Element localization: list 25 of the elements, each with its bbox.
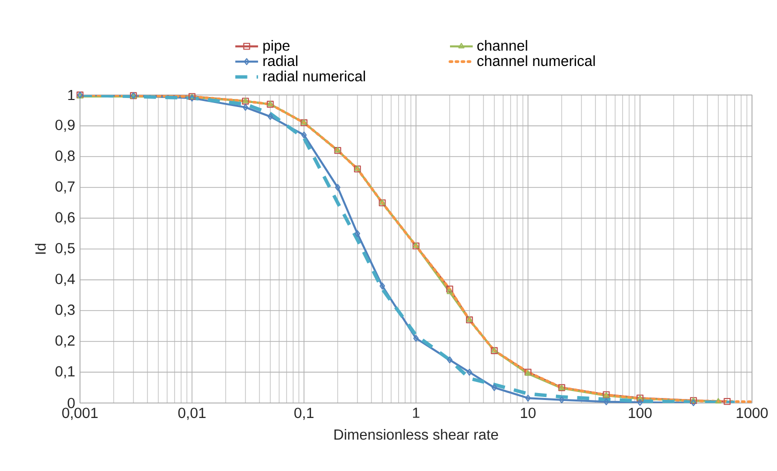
y-tick-label: 0,3 (55, 304, 75, 317)
y-tick-label: 0 (68, 398, 75, 408)
x-tick-label: 1000 (736, 408, 768, 418)
legend-label: pipe (263, 40, 290, 54)
y-tick-label: 0,2 (55, 335, 75, 348)
legend-label: channel numerical (477, 55, 595, 66)
x-tick-label: 1 (413, 408, 420, 418)
legend-label: radial numerical (263, 70, 365, 82)
y-tick-label: 0,8 (55, 150, 75, 163)
x-tick-label: 10 (520, 408, 536, 418)
x-tick-label: 100 (628, 408, 652, 418)
y-tick-label: 0,9 (55, 120, 75, 132)
y-axis-title: Id (34, 244, 46, 254)
x-tick-label: 0,01 (178, 408, 206, 420)
y-tick-label: 1 (68, 90, 75, 100)
y-tick-label: 0,5 (55, 242, 75, 256)
y-tick-label: 0,4 (55, 274, 75, 286)
y-tick-label: 0,7 (55, 181, 75, 194)
legend-label: radial (263, 55, 298, 66)
y-tick-label: 0,1 (55, 366, 75, 378)
legend-label: channel (477, 40, 528, 51)
x-tick-label: 0,001 (62, 408, 98, 420)
x-tick-label: 0,1 (294, 408, 314, 420)
x-axis-title: Dimensionless shear rate (334, 428, 498, 440)
y-tick-label: 0,6 (55, 212, 75, 224)
